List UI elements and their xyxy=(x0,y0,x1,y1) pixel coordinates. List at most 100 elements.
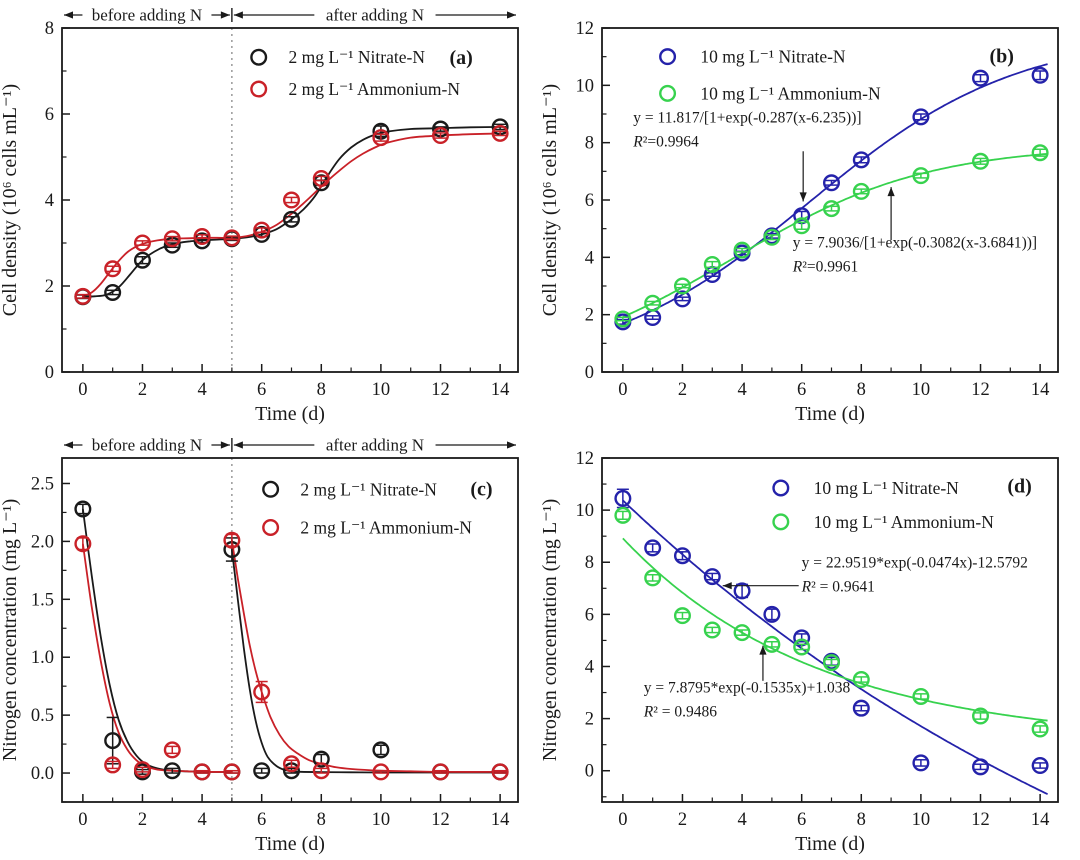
data-marker xyxy=(703,621,721,639)
header-arrow-left1-head xyxy=(64,11,73,19)
data-point-0 xyxy=(852,699,870,717)
data-point-0 xyxy=(673,290,691,308)
data-point-0 xyxy=(104,283,122,301)
data-point-1 xyxy=(104,756,122,774)
x-tick-label: 6 xyxy=(257,380,266,400)
data-point-1 xyxy=(972,152,990,170)
data-marker xyxy=(793,217,811,235)
x-tick-label: 0 xyxy=(78,810,87,830)
legend-marker-0 xyxy=(262,480,280,498)
annotation-arrow-1-head xyxy=(759,645,767,655)
equation-text-0-0: y = 22.9519*exp(-0.0474x)-12.5792 xyxy=(802,554,1028,571)
legend-marker-1 xyxy=(262,518,280,536)
data-point-0 xyxy=(644,309,662,327)
data-point-1 xyxy=(74,535,92,553)
data-marker xyxy=(644,294,662,312)
data-point-1 xyxy=(282,755,300,773)
data-point-1 xyxy=(133,234,151,252)
y-tick-label: 8 xyxy=(585,134,594,154)
data-point-0 xyxy=(733,582,751,600)
data-marker xyxy=(133,234,151,252)
data-marker xyxy=(491,763,509,781)
data-marker xyxy=(223,531,241,549)
x-tick-label: 14 xyxy=(1031,810,1050,830)
panel-a-cell-density-2mg: 0 2 4 6 8 10 12 14 0 2 4 6 8 Time (d) Cell density (10… xyxy=(0,0,540,430)
plot-box xyxy=(601,27,1059,373)
y-axis-label: Cell density (10⁶ cells mL⁻¹) xyxy=(540,84,561,316)
x-tick-label: 0 xyxy=(618,380,627,400)
x-tick-label: 6 xyxy=(797,380,806,400)
x-tick-label: 12 xyxy=(971,810,990,830)
x-tick-label: 4 xyxy=(197,380,206,400)
data-point-1 xyxy=(223,229,241,247)
data-marker xyxy=(104,260,122,278)
data-marker xyxy=(972,152,990,170)
data-point-1 xyxy=(644,569,662,587)
data-marker xyxy=(912,167,930,185)
legend-marker-1 xyxy=(250,80,268,98)
y-tick-label: 4 xyxy=(585,248,594,268)
data-marker xyxy=(74,535,92,553)
data-point-0 xyxy=(104,716,122,765)
data-point-1 xyxy=(74,287,92,305)
panel-label: (c) xyxy=(470,478,492,500)
data-point-1 xyxy=(312,169,330,187)
data-point-1 xyxy=(104,260,122,278)
data-marker xyxy=(74,500,92,518)
data-point-1 xyxy=(972,707,990,725)
data-marker xyxy=(491,124,509,142)
data-point-0 xyxy=(1031,66,1049,84)
x-tick-label: 8 xyxy=(317,810,326,830)
data-point-0 xyxy=(912,754,930,772)
x-tick-label: 10 xyxy=(912,810,931,830)
data-point-1 xyxy=(491,763,509,781)
annotation-arrow-0-head xyxy=(722,582,732,590)
data-marker xyxy=(972,758,990,776)
x-tick-label: 6 xyxy=(257,810,266,830)
data-marker xyxy=(644,569,662,587)
header-arrow-left2-head xyxy=(233,11,243,19)
x-tick-label: 4 xyxy=(197,810,206,830)
data-marker xyxy=(223,229,241,247)
legend-marker-1 xyxy=(772,513,790,531)
data-point-1 xyxy=(253,221,271,239)
series-curve-0 xyxy=(622,499,1048,795)
data-marker xyxy=(614,506,632,524)
data-marker xyxy=(614,310,632,328)
x-tick-label: 8 xyxy=(317,380,326,400)
series-curve-1 xyxy=(82,132,507,298)
x-tick-label: 8 xyxy=(857,380,866,400)
data-marker xyxy=(253,221,271,239)
equation-text-1-0: y = 7.9036/[1+exp(-0.3082(x-3.6841))] xyxy=(793,234,1037,251)
header-before-label: before adding N xyxy=(92,6,202,25)
data-point-1 xyxy=(432,126,450,144)
data-marker xyxy=(852,182,870,200)
x-tick-label: 0 xyxy=(78,380,87,400)
x-axis-label: Time (d) xyxy=(795,403,865,425)
y-tick-label: 6 xyxy=(585,605,594,625)
data-marker xyxy=(74,287,92,305)
data-marker xyxy=(372,741,390,759)
data-marker xyxy=(912,687,930,705)
legend-label-0: 10 mg L⁻¹ Nitrate-N xyxy=(814,478,960,498)
data-marker xyxy=(614,489,632,507)
data-point-1 xyxy=(793,217,811,235)
data-marker xyxy=(972,707,990,725)
header-arrow-left1-head xyxy=(64,441,73,449)
panel-c-nitrogen-2mg: 0 2 4 6 8 10 12 14 0.0 0.5 1.0 1.5 2.0 2.5 Time (d) Nit… xyxy=(0,430,540,860)
data-marker xyxy=(852,671,870,689)
data-marker xyxy=(372,129,390,147)
x-tick-label: 14 xyxy=(1031,380,1050,400)
data-marker xyxy=(822,654,840,672)
data-point-1 xyxy=(733,241,751,259)
legend-marker-1 xyxy=(659,84,677,102)
data-marker xyxy=(312,169,330,187)
y-tick-label: 2 xyxy=(585,306,594,326)
y-tick-label: 6 xyxy=(45,105,54,125)
data-point-1 xyxy=(673,607,691,625)
data-marker xyxy=(793,638,811,656)
y-tick-label: 0 xyxy=(585,363,594,383)
panel-b-cell-density-10mg: 0 2 4 6 8 10 12 14 0 2 4 6 8 10 12 Time (d) Cell density… xyxy=(540,0,1080,430)
panel-d-nitrogen-10mg: 0 2 4 6 8 10 12 14 0 2 4 6 8 10 12 Time (d) Nitrogen con… xyxy=(540,430,1080,860)
